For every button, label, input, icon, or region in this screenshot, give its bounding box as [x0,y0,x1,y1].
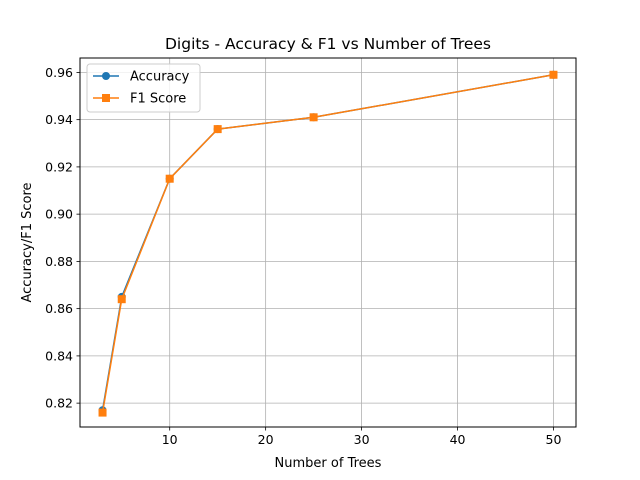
series-f1-score [98,70,558,417]
x-tick-label: 30 [354,432,370,447]
data-point [165,174,174,183]
y-tick-label: 0.96 [45,65,73,80]
legend-marker [102,94,110,102]
y-tick-label: 0.88 [45,254,73,269]
data-point [213,125,222,134]
legend: Accuracy F1 Score [86,63,201,113]
data-point [117,295,126,304]
x-tick-label: 10 [162,432,178,447]
series-accuracy [98,70,558,415]
y-tick-label: 0.82 [45,396,73,411]
series-line [101,74,554,413]
legend-label: Accuracy [130,70,190,85]
y-tick-label: 0.86 [45,301,73,316]
x-tick-label: 20 [258,432,274,447]
series-layer [98,70,558,417]
data-point [98,408,107,417]
data-point [549,70,558,79]
legend-label: F1 Score [130,92,186,107]
y-tick-label: 0.92 [45,159,73,174]
y-tick-label: 0.84 [45,348,73,363]
legend-item: Accuracy [93,70,190,85]
chart-title: Digits - Accuracy & F1 vs Number of Tree… [165,35,491,53]
y-axis-label: Accuracy/F1 Score [20,182,35,302]
legend-item: F1 Score [93,92,186,107]
x-tick-label: 40 [450,432,466,447]
legend-marker [102,72,110,80]
plot-frame [79,57,577,428]
grid [80,58,576,427]
y-tick-label: 0.90 [45,207,73,222]
y-tick-label: 0.94 [45,112,73,127]
x-tick-label: 50 [546,432,562,447]
x-axis-label: Number of Trees [275,456,382,471]
series-line [101,74,554,411]
axis-ticks: 10 20 30 40 50 0.82 0.84 0.86 0.88 0.90 0.92 0.94 0.… [45,65,561,447]
data-point [309,113,318,122]
